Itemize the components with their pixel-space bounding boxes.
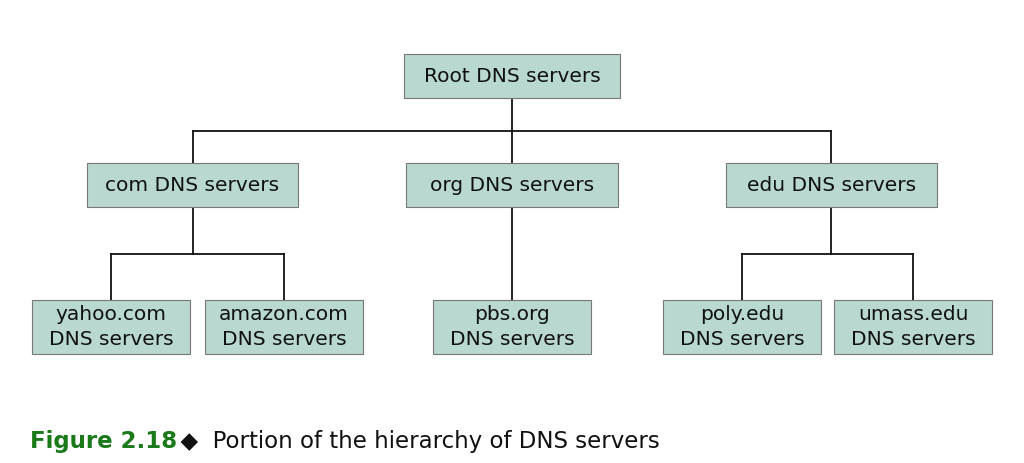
Text: pbs.org
DNS servers: pbs.org DNS servers: [450, 305, 574, 349]
Text: amazon.com
DNS servers: amazon.com DNS servers: [219, 305, 349, 349]
FancyBboxPatch shape: [835, 300, 991, 354]
Text: Figure 2.18: Figure 2.18: [31, 430, 177, 453]
Text: yahoo.com
DNS servers: yahoo.com DNS servers: [48, 305, 173, 349]
FancyBboxPatch shape: [87, 163, 298, 207]
FancyBboxPatch shape: [433, 300, 591, 354]
Text: org DNS servers: org DNS servers: [430, 175, 594, 194]
Text: Root DNS servers: Root DNS servers: [424, 67, 600, 86]
Text: edu DNS servers: edu DNS servers: [746, 175, 916, 194]
FancyBboxPatch shape: [407, 163, 617, 207]
FancyBboxPatch shape: [664, 300, 820, 354]
FancyBboxPatch shape: [403, 54, 621, 99]
FancyBboxPatch shape: [726, 163, 937, 207]
Text: ◆  Portion of the hierarchy of DNS servers: ◆ Portion of the hierarchy of DNS server…: [166, 430, 659, 453]
FancyBboxPatch shape: [33, 300, 189, 354]
Text: umass.edu
DNS servers: umass.edu DNS servers: [851, 305, 976, 349]
Text: com DNS servers: com DNS servers: [105, 175, 280, 194]
Text: poly.edu
DNS servers: poly.edu DNS servers: [680, 305, 804, 349]
FancyBboxPatch shape: [205, 300, 362, 354]
